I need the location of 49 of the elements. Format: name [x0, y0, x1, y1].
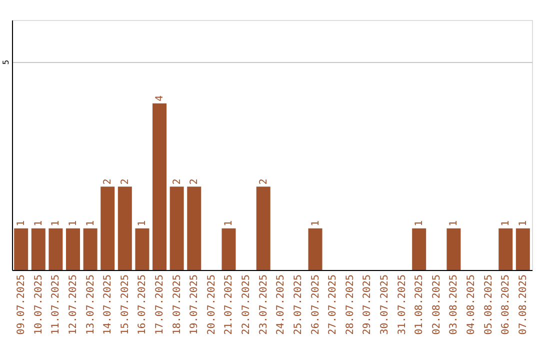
data-label: 2	[120, 178, 131, 185]
data-label: 1	[85, 220, 96, 226]
x-tick-label: 11.07.2025	[50, 274, 62, 335]
x-tick-label: 29.07.2025	[362, 274, 374, 335]
x-tick-label: 30.07.2025	[379, 274, 390, 335]
x-tick-label: 17.07.2025	[154, 274, 166, 335]
data-label: 2	[189, 178, 200, 185]
x-tick-label: 01.08.2025	[414, 274, 426, 335]
x-tick-label: 12.07.2025	[68, 274, 79, 335]
x-tick-label: 20.07.2025	[206, 274, 218, 335]
x-tick-label: 14.07.2025	[102, 274, 114, 335]
x-tick-label: 13.07.2025	[85, 274, 96, 335]
data-label: 1	[518, 220, 529, 226]
x-tick-label: 19.07.2025	[189, 274, 200, 335]
x-tick-label: 03.08.2025	[448, 274, 460, 335]
x-tick-label: 16.07.2025	[137, 274, 148, 335]
data-label: 2	[172, 178, 183, 185]
x-tick-label: 24.07.2025	[276, 274, 287, 335]
data-label: 1	[68, 220, 79, 226]
x-tick-label: 31.07.2025	[396, 274, 408, 335]
data-label: 2	[258, 178, 270, 185]
data-label: 1	[137, 220, 148, 226]
x-tick-label: 05.08.2025	[483, 274, 494, 335]
x-tick-label: 04.08.2025	[466, 274, 477, 335]
y-tick-label: 5	[2, 60, 10, 65]
x-tick-label: 26.07.2025	[310, 274, 322, 335]
x-tick-label: 23.07.2025	[258, 274, 270, 335]
data-label: 1	[50, 220, 62, 226]
x-tick-label: 02.08.2025	[431, 274, 442, 335]
data-label: 1	[33, 220, 44, 226]
x-tick-label: 25.07.2025	[292, 274, 304, 335]
x-tick-label: 09.07.2025	[16, 274, 28, 335]
x-tick-label: 06.08.2025	[500, 274, 512, 335]
data-label: 4	[154, 95, 166, 102]
x-tick-label: 18.07.2025	[172, 274, 183, 335]
data-label: 1	[414, 220, 426, 226]
x-tick-label: 10.07.2025	[33, 274, 44, 335]
x-tick-label: 22.07.2025	[241, 274, 252, 335]
data-label: 1	[310, 220, 322, 226]
data-label: 1	[500, 220, 512, 226]
data-label: 1	[16, 220, 28, 226]
data-label: 1	[224, 220, 235, 226]
data-label: 1	[448, 220, 460, 226]
x-tick-label: 07.08.2025	[518, 274, 529, 335]
x-tick-label: 21.07.2025	[224, 274, 235, 335]
x-tick-label: 27.07.2025	[328, 274, 339, 335]
data-label: 2	[102, 178, 114, 185]
x-tick-label: 15.07.2025	[120, 274, 131, 335]
x-tick-label: 28.07.2025	[344, 274, 356, 335]
